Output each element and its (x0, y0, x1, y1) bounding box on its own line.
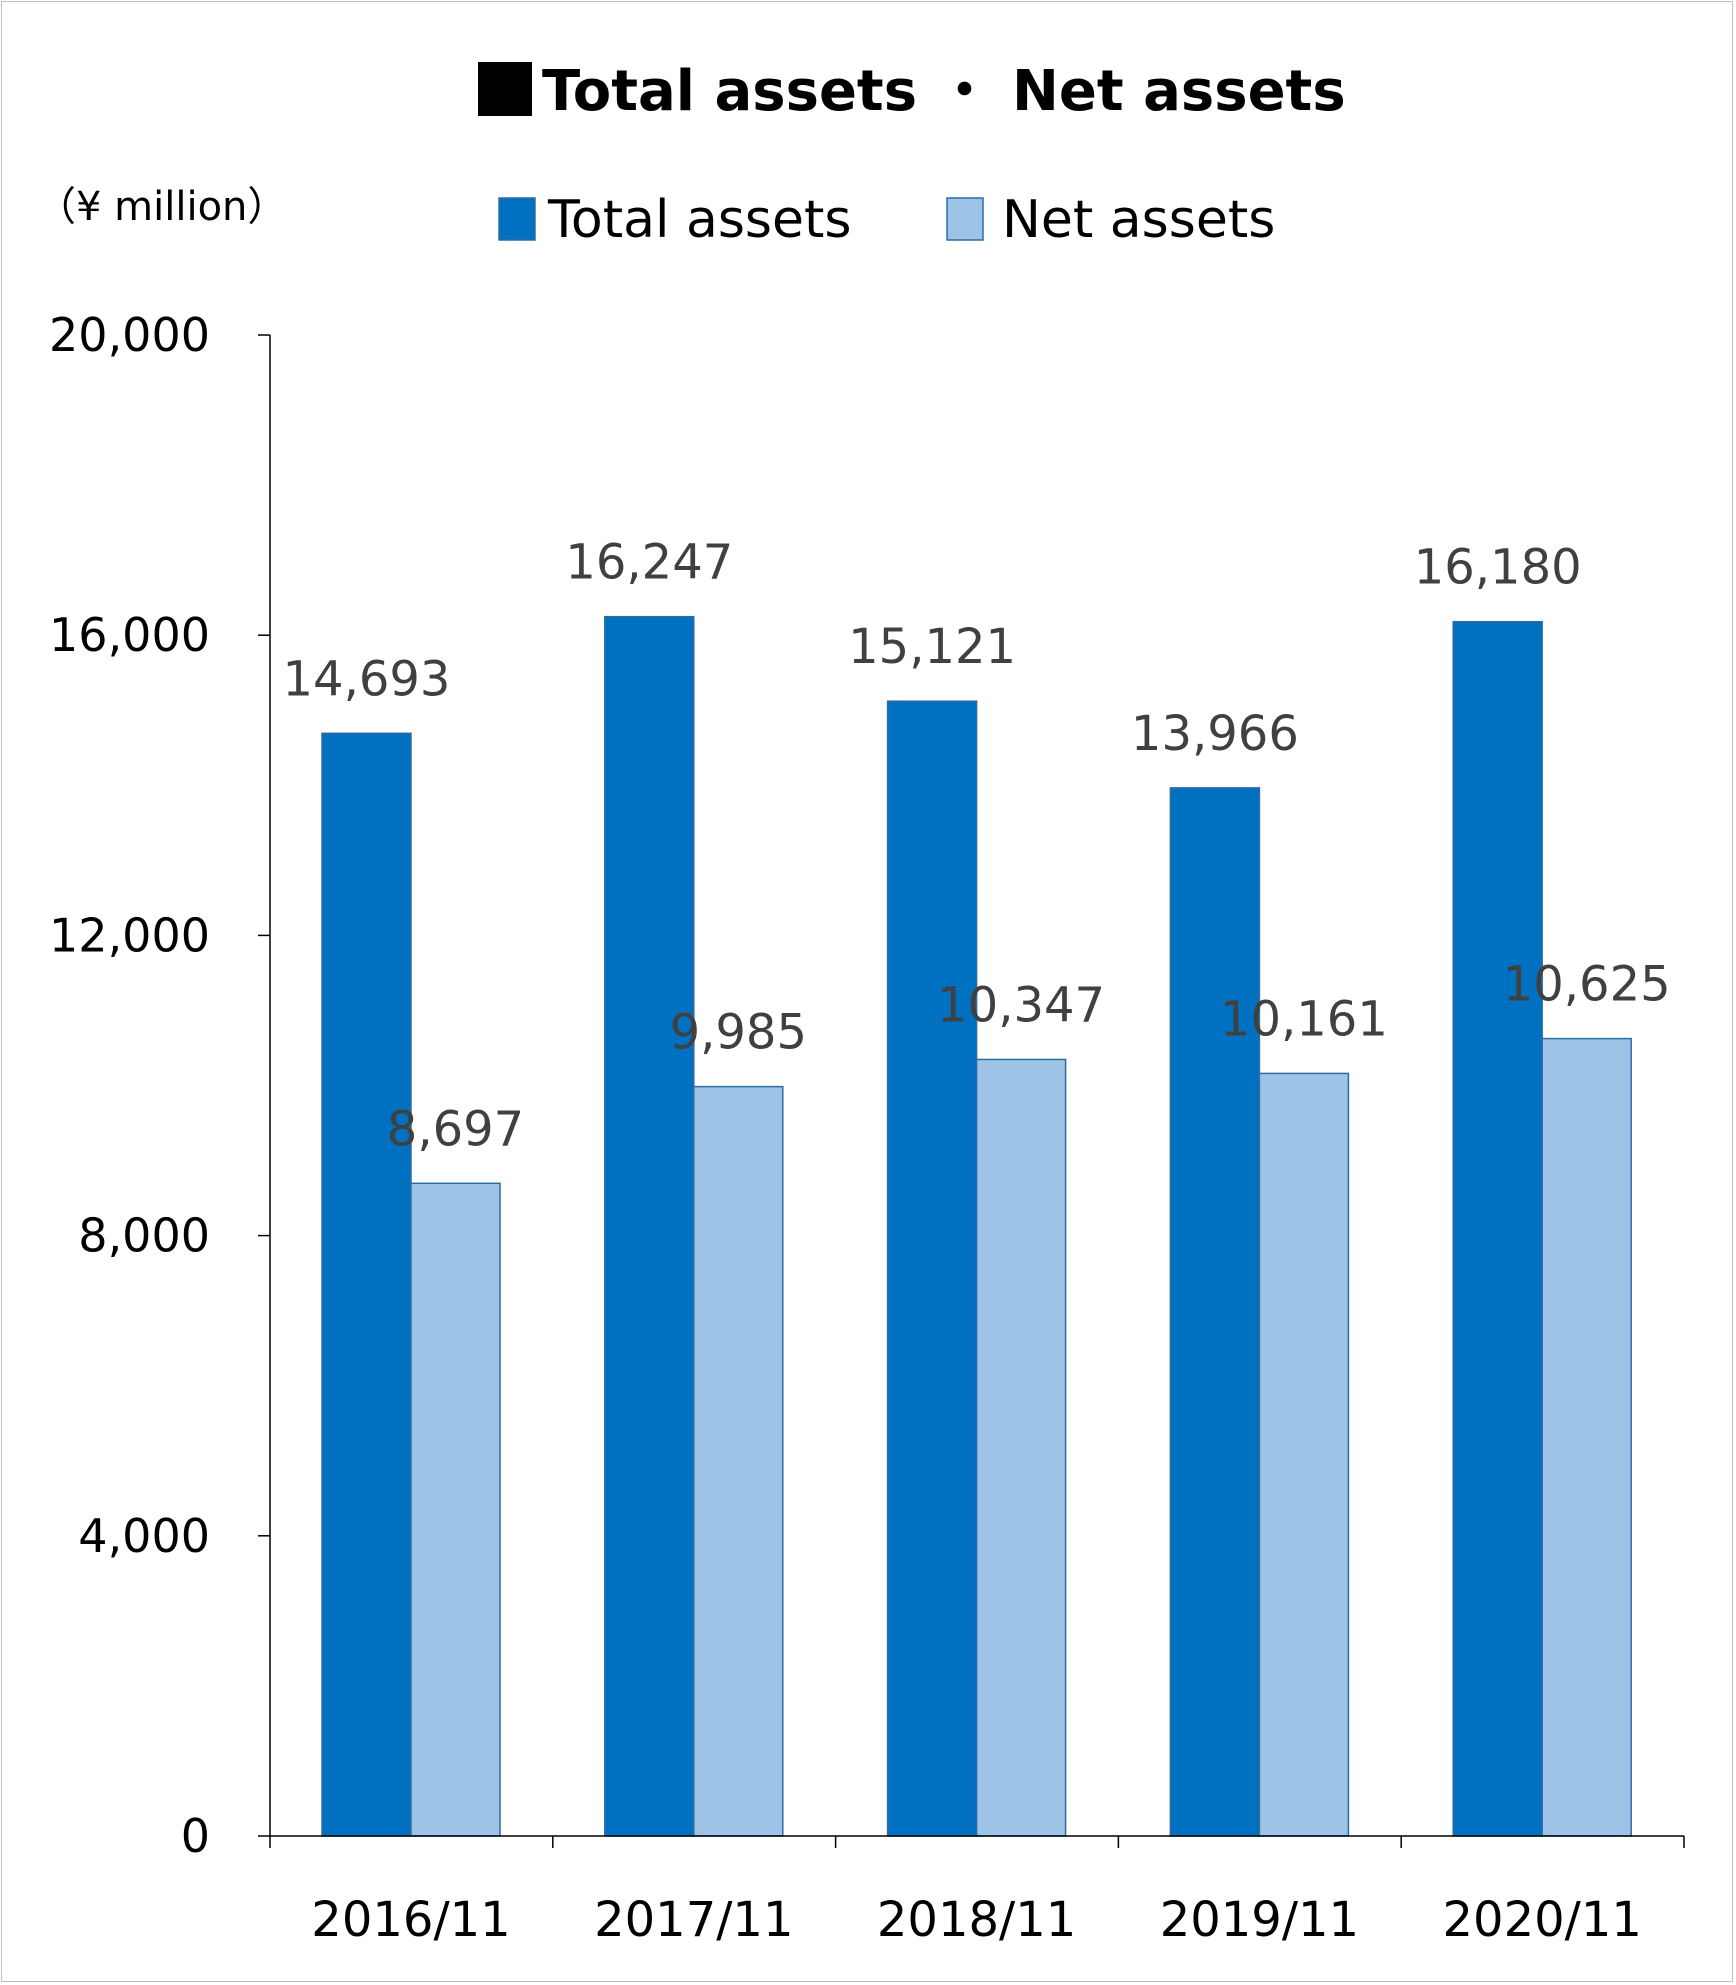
bars (321, 615, 1632, 1837)
bar-total-assets (886, 700, 978, 1837)
data-label-total-assets: 15,121 (848, 619, 1016, 675)
y-tick-label: 8,000 (78, 1209, 210, 1263)
bar-total-assets (1169, 787, 1261, 1837)
y-tick-label: 16,000 (49, 608, 210, 662)
data-label-total-assets: 14,693 (283, 651, 451, 707)
data-label-net-assets: 10,625 (1503, 957, 1671, 1013)
data-label-total-assets: 13,966 (1131, 706, 1299, 762)
bar-net-assets (1541, 1037, 1632, 1837)
bar-total-assets (1452, 620, 1543, 1837)
bar-total-assets (604, 615, 695, 1837)
x-tick-label: 2018/11 (877, 1892, 1076, 1948)
x-axis: 2016/11 2017/11 2018/11 2019/11 2020/11 (269, 1835, 1685, 1948)
data-labels: 14,693 8,697 16,247 9,985 15,121 10,347 13,966… (283, 535, 1671, 1158)
legend-label-total-assets: Total assets (547, 190, 852, 250)
bar-net-assets (410, 1182, 501, 1837)
legend: Total assets Net assets (498, 190, 1275, 250)
bar-net-assets (1258, 1072, 1350, 1837)
title-square-icon (478, 62, 532, 116)
data-label-net-assets: 9,985 (670, 1005, 807, 1061)
y-tick-label: 12,000 (49, 908, 210, 962)
bar-net-assets (975, 1058, 1067, 1837)
x-tick-label: 2017/11 (594, 1892, 793, 1948)
x-tick-label: 2019/11 (1160, 1892, 1359, 1948)
x-tick-label: 2016/11 (311, 1892, 510, 1948)
y-tick-label: 0 (181, 1809, 210, 1863)
legend-label-net-assets: Net assets (1002, 190, 1275, 250)
bar-total-assets (321, 732, 412, 1837)
y-axis-unit-label: （¥ million） (36, 184, 287, 230)
data-label-total-assets: 16,247 (565, 535, 733, 591)
chart-title: Total assets ・ Net assets (542, 59, 1346, 124)
data-label-net-assets: 8,697 (387, 1101, 524, 1157)
data-label-net-assets: 10,347 (937, 977, 1105, 1033)
data-label-net-assets: 10,161 (1220, 991, 1388, 1047)
y-tick-label: 20,000 (49, 308, 210, 362)
chart-title-group: Total assets ・ Net assets (478, 59, 1346, 124)
legend-swatch-total-assets (498, 197, 536, 241)
bar-net-assets (693, 1085, 784, 1837)
x-tick-label: 2020/11 (1442, 1892, 1641, 1948)
data-label-total-assets: 16,180 (1414, 540, 1582, 596)
y-axis: 0 4,000 8,000 12,000 16,000 20,000 (49, 308, 271, 1863)
y-tick-label: 4,000 (78, 1509, 210, 1563)
legend-swatch-net-assets (946, 197, 984, 241)
